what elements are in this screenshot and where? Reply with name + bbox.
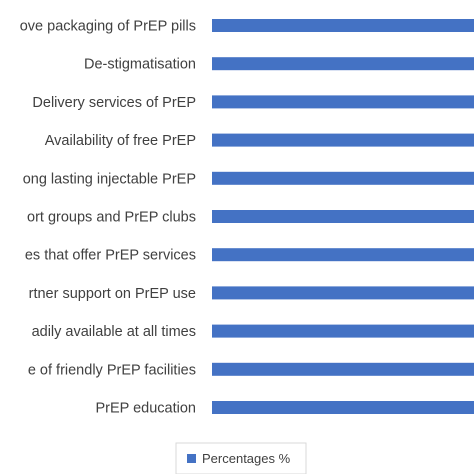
bar bbox=[212, 95, 474, 109]
bar bbox=[212, 133, 474, 147]
category-label: PrEP education bbox=[96, 401, 197, 417]
bar bbox=[212, 210, 474, 223]
category-label: ove packaging of PrEP pills bbox=[20, 19, 196, 35]
bar bbox=[212, 171, 474, 185]
legend-swatch bbox=[187, 454, 196, 463]
legend: Percentages % bbox=[175, 442, 307, 474]
bar bbox=[212, 286, 474, 300]
category-label: e of friendly PrEP facilities bbox=[28, 362, 196, 378]
bars-layer bbox=[212, 19, 474, 414]
category-label: Availability of free PrEP bbox=[45, 133, 196, 149]
legend-box bbox=[175, 442, 307, 474]
category-label: Delivery services of PrEP bbox=[32, 95, 196, 111]
bar bbox=[212, 362, 474, 376]
bar bbox=[212, 324, 474, 338]
category-labels: ove packaging of PrEP pills De-stigmatisa… bbox=[20, 19, 196, 417]
legend-label: Percentages % bbox=[202, 451, 291, 466]
bar bbox=[212, 401, 474, 414]
bar bbox=[212, 57, 474, 71]
category-label: adily available at all times bbox=[32, 324, 196, 340]
category-label: ort groups and PrEP clubs bbox=[27, 210, 196, 226]
category-label: De-stigmatisation bbox=[84, 57, 196, 73]
bar bbox=[212, 19, 474, 32]
category-label: rtner support on PrEP use bbox=[29, 286, 196, 302]
bar bbox=[212, 248, 474, 262]
category-label: es that offer PrEP services bbox=[25, 248, 196, 264]
category-label: ong lasting injectable PrEP bbox=[23, 171, 196, 187]
